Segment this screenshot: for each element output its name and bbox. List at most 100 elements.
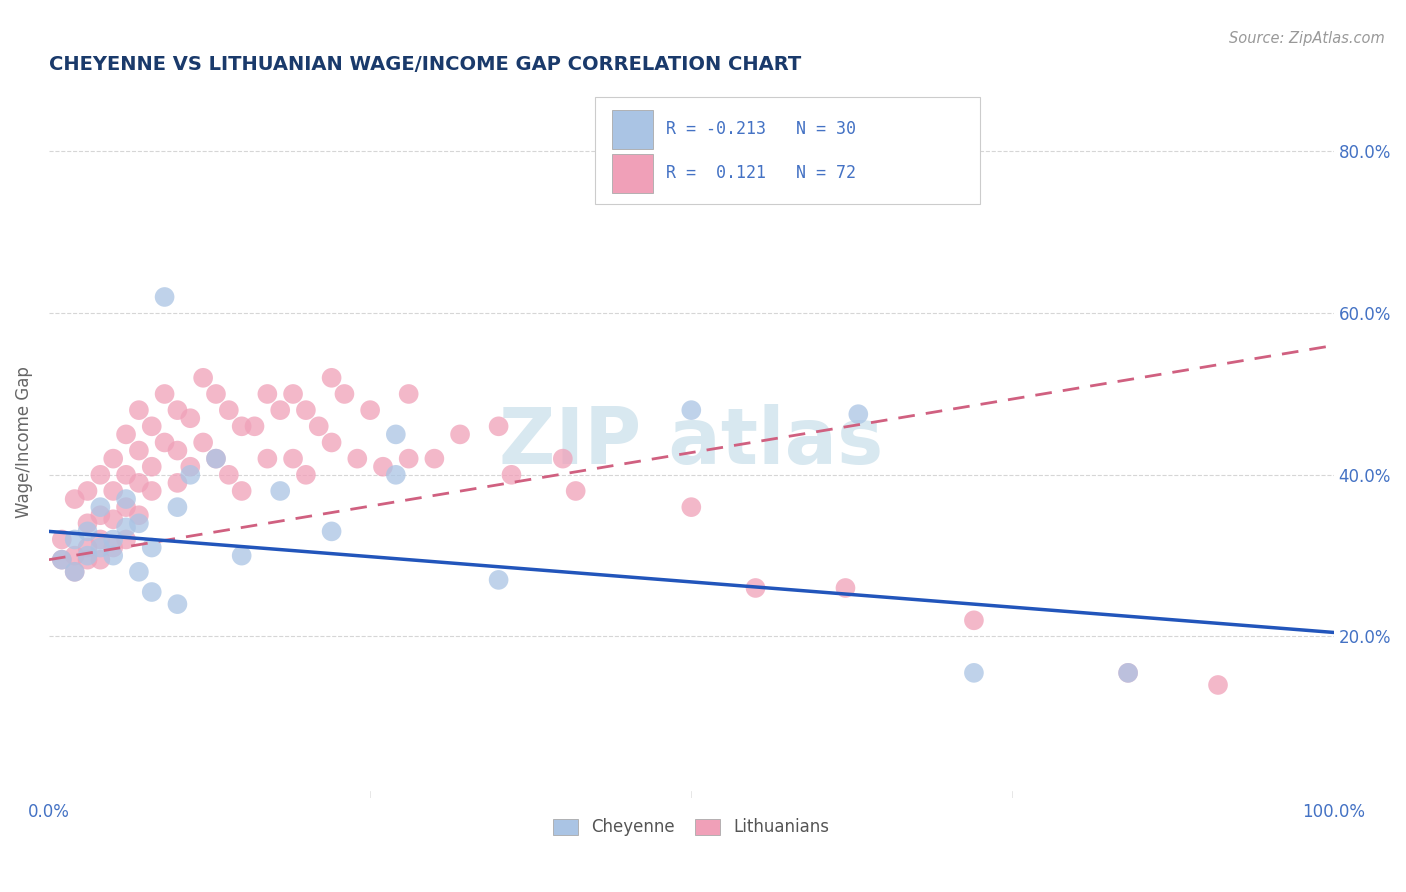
Point [115,500,138,515]
Point [63,533,86,547]
Point [103,549,125,563]
Point [76,549,98,563]
Text: R =  0.121   N = 72: R = 0.121 N = 72 [665,164,856,182]
Point [51,533,73,547]
Point [963,665,986,680]
Point [115,533,138,547]
Point [166,500,188,515]
Point [333,387,356,401]
Point [76,524,98,539]
Point [243,419,266,434]
Point [281,387,304,401]
Point [76,552,98,566]
Point [231,419,253,434]
Point [63,565,86,579]
Point [89,500,111,515]
Point [385,427,408,442]
Point [166,597,188,611]
Point [103,483,125,498]
Text: CHEYENNE VS LITHUANIAN WAGE/INCOME GAP CORRELATION CHART: CHEYENNE VS LITHUANIAN WAGE/INCOME GAP C… [49,55,801,74]
Point [166,475,188,490]
Point [76,516,98,531]
Point [564,483,586,498]
Point [346,451,368,466]
Point [269,403,291,417]
Point [218,403,240,417]
Point [281,451,304,466]
Point [128,516,150,531]
FancyBboxPatch shape [612,153,652,193]
Point [89,467,111,482]
Point [321,371,343,385]
Point [205,451,228,466]
FancyBboxPatch shape [595,97,980,204]
Point [115,467,138,482]
Point [551,451,574,466]
Point [256,387,278,401]
Point [89,508,111,523]
Point [128,403,150,417]
Point [963,613,986,627]
Point [179,467,201,482]
Point [205,387,228,401]
Point [1116,665,1139,680]
Point [423,451,446,466]
Point [63,565,86,579]
Point [385,467,408,482]
Point [103,512,125,526]
Point [128,508,150,523]
Point [141,585,163,599]
Point [744,581,766,595]
Point [179,411,201,425]
Point [205,451,228,466]
Point [1206,678,1229,692]
Point [63,491,86,506]
Point [128,475,150,490]
Point [153,435,176,450]
Point [103,541,125,555]
Point [89,552,111,566]
Point [166,443,188,458]
Text: Source: ZipAtlas.com: Source: ZipAtlas.com [1229,31,1385,46]
Point [681,500,703,515]
Point [179,459,201,474]
Point [1116,665,1139,680]
Point [141,419,163,434]
Point [218,467,240,482]
Point [141,541,163,555]
Point [141,483,163,498]
Point [128,443,150,458]
Point [398,387,420,401]
Point [153,387,176,401]
Point [295,403,318,417]
Point [231,483,253,498]
Point [76,483,98,498]
Point [308,419,330,434]
Point [501,467,523,482]
Point [269,483,291,498]
Point [191,435,214,450]
Point [89,541,111,555]
Y-axis label: Wage/Income Gap: Wage/Income Gap [15,367,32,518]
Point [153,290,176,304]
Point [488,419,510,434]
Point [359,403,381,417]
Point [115,427,138,442]
Point [321,435,343,450]
Point [103,451,125,466]
Point [321,524,343,539]
Point [371,459,394,474]
Point [51,552,73,566]
Point [256,451,278,466]
Text: ZIP atlas: ZIP atlas [499,404,883,481]
Point [191,371,214,385]
Point [681,403,703,417]
Text: R = -0.213   N = 30: R = -0.213 N = 30 [665,120,856,138]
Point [231,549,253,563]
Point [76,541,98,555]
Point [128,565,150,579]
Point [834,581,856,595]
Point [295,467,318,482]
Point [115,491,138,506]
Point [488,573,510,587]
